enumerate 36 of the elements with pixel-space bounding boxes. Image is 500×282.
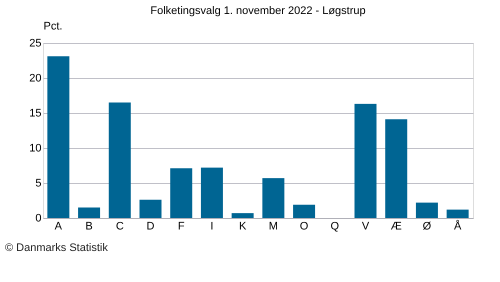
bar: [262, 178, 284, 218]
bar: [385, 119, 408, 218]
bar: [140, 200, 162, 218]
text: © Danmarks Statistik: [5, 242, 108, 254]
bar: [47, 56, 70, 218]
y-tick-label: 0: [35, 212, 42, 224]
bar: [446, 210, 469, 218]
bar: [354, 104, 376, 218]
x-tick-label: Æ: [390, 220, 402, 232]
x-tick-label: Ø: [422, 220, 432, 232]
x-tick-label: I: [210, 220, 214, 232]
bar: [170, 168, 192, 218]
x-tick-label: Å: [454, 220, 462, 232]
bar: [416, 202, 438, 218]
x-tick-label: O: [300, 220, 309, 232]
y-tick-label: 15: [29, 108, 42, 120]
y-tick-label: 10: [29, 142, 42, 154]
y-axis-title: Pct.: [44, 20, 62, 32]
chart-title: Folketingsvalg 1. november 2022 - Løgstrup: [150, 5, 366, 17]
y-tick-label: 5: [35, 178, 42, 190]
x-tick-label: C: [116, 220, 124, 232]
x-tick-label: F: [178, 220, 185, 232]
x-tick-label: K: [238, 220, 247, 232]
x-tick-label: V: [362, 220, 370, 232]
x-tick-label: B: [85, 220, 93, 232]
bar: [200, 168, 223, 218]
bar: [293, 204, 316, 218]
y-tick-label: 25: [29, 38, 42, 50]
x-tick-label: Q: [330, 220, 340, 232]
x-tick-label: A: [54, 220, 63, 232]
y-tick-label: 20: [29, 72, 42, 84]
x-tick-label: M: [268, 220, 278, 232]
bar: [232, 213, 254, 218]
bar: [78, 208, 100, 218]
bar: [108, 102, 131, 218]
x-tick-label: D: [146, 220, 155, 232]
